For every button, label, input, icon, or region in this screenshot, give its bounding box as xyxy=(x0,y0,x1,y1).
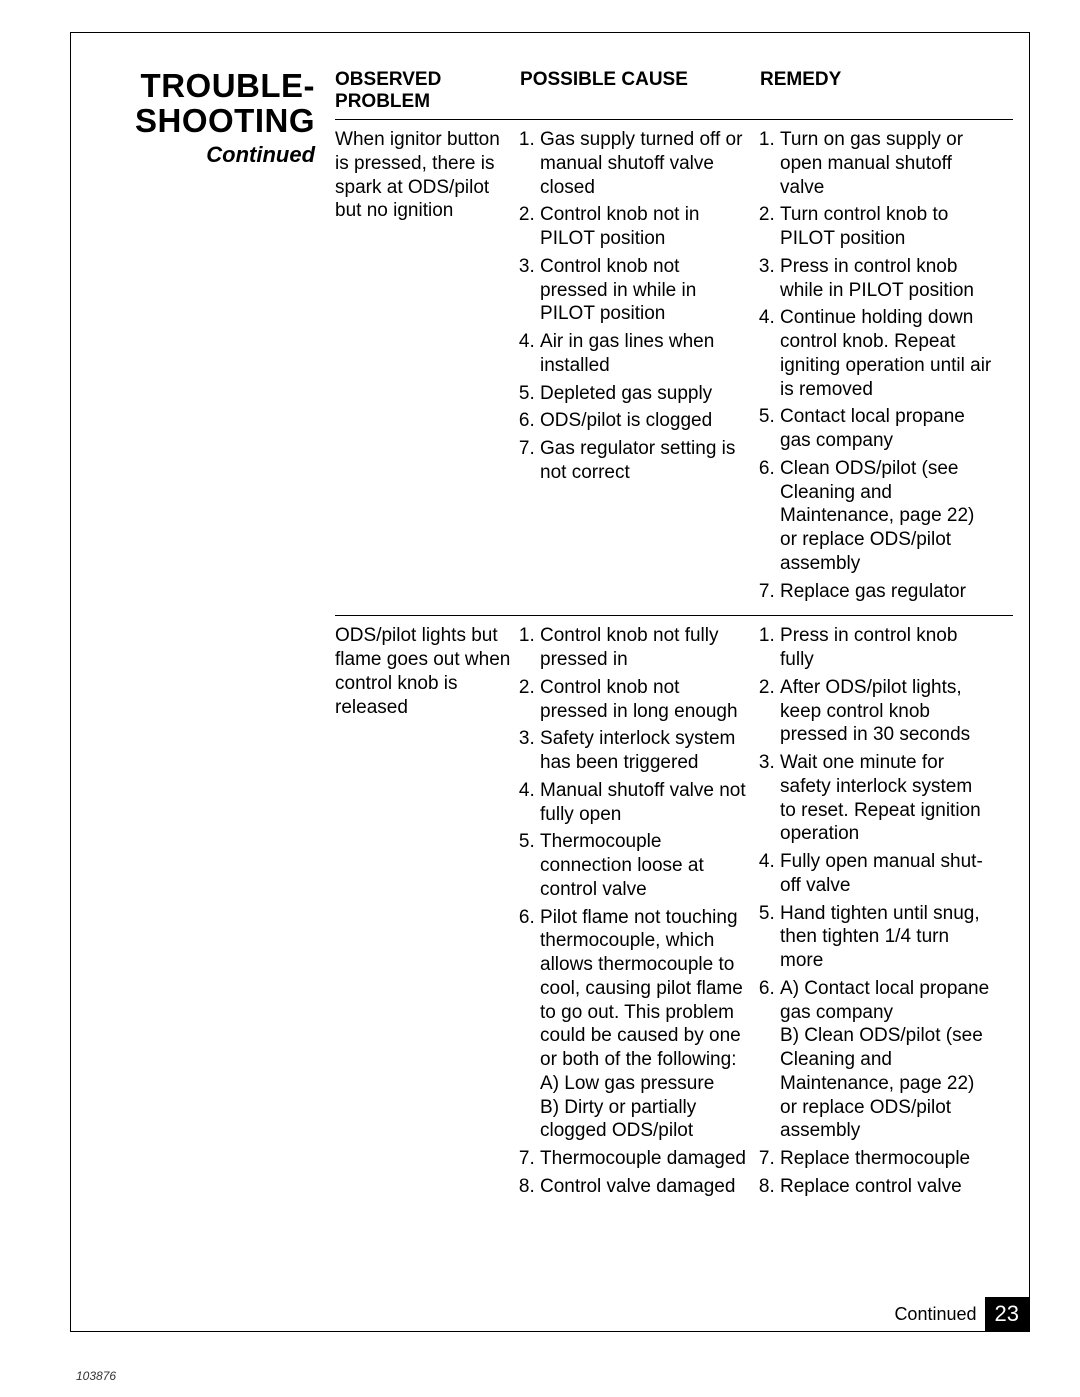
remedy-list: Press in control knob fullyAfter ODS/pil… xyxy=(760,624,1000,1202)
remedy-item: Contact local propane gas company xyxy=(780,405,992,453)
cause-item: Thermocouple damaged xyxy=(540,1147,752,1171)
page-frame: TROUBLE- SHOOTING Continued OBSERVED PRO… xyxy=(70,32,1030,1332)
page-number: 23 xyxy=(985,1297,1029,1331)
remedy-list: Turn on gas supply or open manual shutof… xyxy=(760,128,1000,607)
troubleshooting-row: ODS/pilot lights but flame goes out when… xyxy=(335,615,1013,1210)
remedy-item: A) Contact local propane gas companyB) C… xyxy=(780,977,992,1143)
subtitle: Continued xyxy=(135,142,315,168)
header-problem: OBSERVED PROBLEM xyxy=(335,69,520,113)
cause-remedy-pair: Gas supply turned off or manual shutoff … xyxy=(520,128,1013,607)
cause-item: Control knob not fully pressed in xyxy=(540,624,752,672)
possible-cause-list: Control knob not fully pressed inControl… xyxy=(520,624,760,1202)
section-heading: TROUBLE- SHOOTING Continued xyxy=(135,69,315,1211)
remedy-item: After ODS/pilot lights, keep control kno… xyxy=(780,676,992,747)
header-cause: POSSIBLE CAUSE xyxy=(520,69,760,113)
cause-item: Thermocouple connection loose at control… xyxy=(540,830,752,901)
title-line-1: TROUBLE- xyxy=(135,69,315,104)
remedy-item: Clean ODS/pilot (see Cleaning and Mainte… xyxy=(780,457,992,576)
cause-item: ODS/pilot is clogged xyxy=(540,409,752,433)
remedy-item: Continue holding down control knob. Repe… xyxy=(780,306,992,401)
cause-remedy-pair: Control knob not fully pressed inControl… xyxy=(520,624,1013,1202)
remedy-item: Replace gas regulator xyxy=(780,580,992,604)
cause-item: Gas supply turned off or manual shutoff … xyxy=(540,128,752,199)
cause-item: Air in gas lines when installed xyxy=(540,330,752,378)
remedy-item: Fully open manual shut-off valve xyxy=(780,850,992,898)
cause-item: Pilot flame not touching thermocouple, w… xyxy=(540,906,752,1144)
observed-problem: When ignitor button is pressed, there is… xyxy=(335,128,520,607)
troubleshooting-row: When ignitor button is pressed, there is… xyxy=(335,119,1013,615)
possible-cause-list: Gas supply turned off or manual shutoff … xyxy=(520,128,760,607)
remedy-item: Press in control knob while in PILOT pos… xyxy=(780,255,992,303)
remedy-item: Hand tighten until snug, then tighten 1/… xyxy=(780,902,992,973)
document-id: 103876 xyxy=(76,1369,116,1383)
title-line-2: SHOOTING xyxy=(135,104,315,139)
remedy-item: Turn on gas supply or open manual shutof… xyxy=(780,128,992,199)
observed-problem: ODS/pilot lights but flame goes out when… xyxy=(335,624,520,1202)
content: TROUBLE- SHOOTING Continued OBSERVED PRO… xyxy=(71,33,1029,1211)
cause-item: Control valve damaged xyxy=(540,1175,752,1199)
footer: Continued 23 xyxy=(894,1297,1029,1331)
cause-item: Gas regulator setting is not correct xyxy=(540,437,752,485)
remedy-item: Replace thermocouple xyxy=(780,1147,992,1171)
cause-item: Control knob not pressed in long enough xyxy=(540,676,752,724)
cause-item: Safety interlock system has been trigger… xyxy=(540,727,752,775)
cause-item: Control knob not pressed in while in PIL… xyxy=(540,255,752,326)
cause-item: Depleted gas supply xyxy=(540,382,752,406)
remedy-item: Press in control knob fully xyxy=(780,624,992,672)
cause-item: Manual shutoff valve not fully open xyxy=(540,779,752,827)
column-headers: OBSERVED PROBLEM POSSIBLE CAUSE REMEDY xyxy=(335,69,1013,119)
remedy-item: Replace control valve xyxy=(780,1175,992,1199)
remedy-item: Turn control knob to PILOT position xyxy=(780,203,992,251)
footer-continued: Continued xyxy=(894,1304,984,1325)
header-remedy: REMEDY xyxy=(760,69,1000,113)
cause-item: Control knob not in PILOT position xyxy=(540,203,752,251)
troubleshooting-table: OBSERVED PROBLEM POSSIBLE CAUSE REMEDY W… xyxy=(335,69,1013,1211)
remedy-item: Wait one minute for safety interlock sys… xyxy=(780,751,992,846)
